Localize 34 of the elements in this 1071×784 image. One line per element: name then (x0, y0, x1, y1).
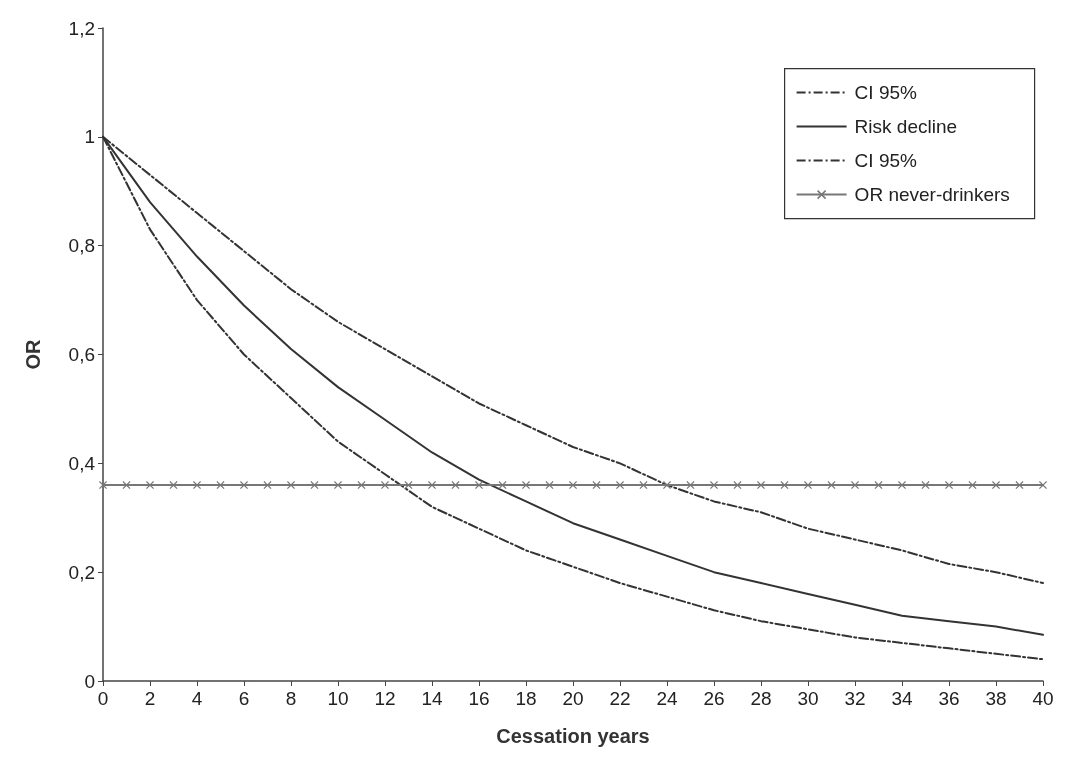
x-tick-label: 6 (238, 688, 250, 709)
y-tick-label: 0,4 (68, 452, 96, 474)
y-tick-label: 0,8 (68, 235, 95, 257)
x-tick-label: 20 (562, 688, 584, 709)
x-tick-label: 12 (374, 688, 396, 709)
x-tick-label: 0 (97, 688, 109, 709)
x-tick-label: 38 (985, 688, 1007, 709)
x-tick-label: 10 (327, 688, 349, 709)
x-tick-label: 32 (844, 688, 866, 709)
y-tick-label: 1,2 (68, 17, 95, 39)
legend-label: CI 95% (854, 82, 918, 104)
y-tick-label: 0 (84, 670, 95, 692)
x-tick-label: 14 (421, 688, 443, 709)
y-axis-title: OR (22, 338, 44, 370)
y-tick-label: 0,6 (68, 344, 95, 365)
x-tick-label: 28 (750, 688, 772, 709)
legend-label: OR never-drinkers (854, 184, 1010, 206)
x-tick-label: 18 (515, 688, 537, 709)
y-tick-label: 0,2 (68, 561, 95, 583)
x-tick-label: 36 (938, 688, 960, 709)
legend-label: Risk decline (854, 116, 958, 138)
x-tick-label: 34 (891, 688, 913, 709)
x-tick-label: 30 (797, 688, 819, 709)
x-tick-label: 22 (609, 688, 631, 709)
x-tick-label: 4 (191, 688, 203, 709)
x-tick-label: 8 (285, 688, 297, 709)
x-tick-label: 26 (703, 688, 725, 709)
x-axis-title: Cessation years (496, 725, 650, 747)
x-tick-label: 24 (656, 688, 678, 709)
legend-label: CI 95% (854, 150, 918, 172)
x-tick-label: 2 (144, 688, 156, 709)
y-tick-label: 1 (84, 126, 95, 148)
x-tick-label: 40 (1032, 688, 1054, 709)
x-tick-label: 16 (468, 688, 490, 709)
